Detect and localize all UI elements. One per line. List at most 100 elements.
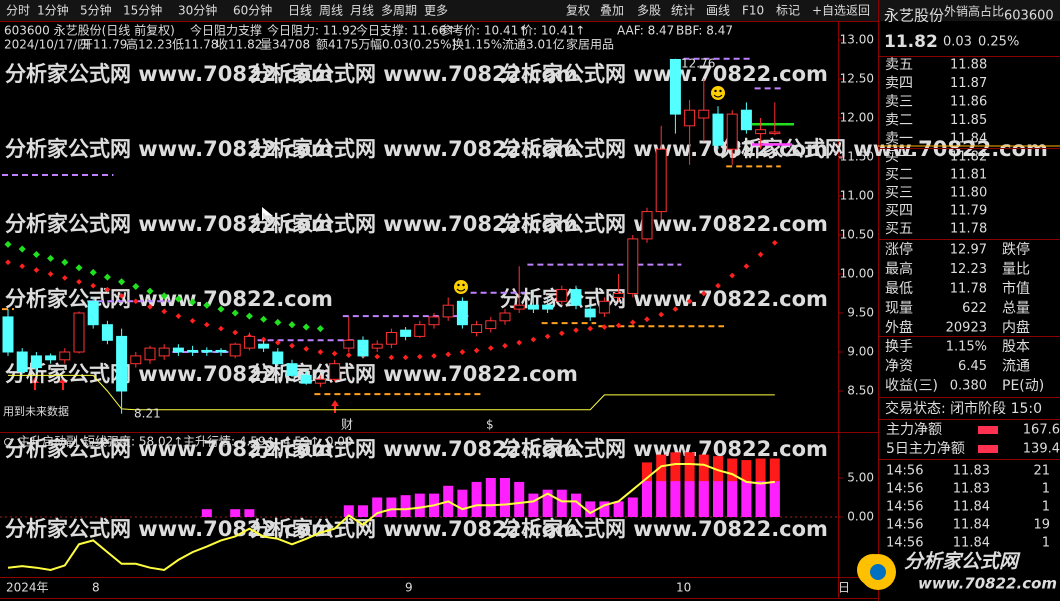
toolbar-item[interactable]: 画线: [706, 4, 730, 18]
red-dot: [558, 330, 565, 337]
toolbar-item[interactable]: 统计: [671, 4, 695, 18]
toolbar-item[interactable]: 月线: [350, 4, 374, 18]
toolbar-item[interactable]: +自选: [812, 4, 846, 18]
red-dot: [743, 263, 750, 270]
toolbar-item[interactable]: 1分钟: [37, 3, 69, 18]
label: 10: [676, 581, 691, 595]
candle-body: [428, 316, 440, 326]
green-dot: [118, 278, 126, 286]
candle-body: [442, 304, 454, 318]
watermark: 分析家公式网 www.70822.com: [250, 212, 578, 236]
y-tick-label: 11.00: [840, 189, 874, 203]
toolbar-item[interactable]: 多周期: [381, 4, 417, 18]
green-dot: [18, 245, 26, 253]
red-dot: [544, 333, 551, 340]
label: $: [486, 418, 494, 432]
candle-body: [726, 113, 738, 150]
toolbar-item[interactable]: 复权: [566, 4, 590, 18]
bar: [400, 495, 411, 517]
candle-body: [130, 355, 142, 365]
label: 主升行情: 4.59↑: [183, 435, 276, 449]
toolbar-item[interactable]: 30分钟: [178, 3, 217, 18]
bar: [698, 481, 709, 517]
label: 买一: [885, 149, 913, 165]
red-dot: [530, 336, 537, 343]
label: 股本: [1002, 339, 1030, 355]
label: 最低: [885, 281, 913, 297]
label: 2024/10/17/四: [4, 38, 89, 52]
label: 622: [962, 301, 987, 316]
red-dot: [374, 353, 381, 360]
label: 内盘: [1002, 319, 1030, 336]
label: 0.03: [943, 35, 972, 50]
candle-body: [527, 304, 539, 310]
toolbar-item[interactable]: 叠加: [600, 4, 624, 18]
toolbar-item[interactable]: 返回: [846, 4, 870, 18]
label: 开11.79: [81, 38, 127, 52]
label: 短线强度: 58.02↑: [83, 434, 183, 449]
toolbar-item[interactable]: 15分钟: [123, 3, 162, 18]
red-dot: [76, 278, 82, 285]
label: 量比: [1002, 262, 1030, 278]
y-tick-label: 9.50: [847, 306, 874, 320]
label: 139.4: [1023, 442, 1060, 457]
toolbar-item[interactable]: 多股: [637, 4, 661, 18]
label: 19: [1033, 518, 1050, 533]
bar: [471, 481, 482, 517]
toolbar-item[interactable]: 标记: [776, 4, 800, 18]
toolbar-item[interactable]: 周线: [319, 4, 343, 18]
candle-body: [669, 59, 681, 115]
red-dot: [218, 325, 224, 332]
label: 外盘: [885, 319, 913, 336]
toolbar-item[interactable]: 分时: [6, 4, 30, 18]
green-dot: [61, 258, 69, 266]
label: 167.6: [1023, 423, 1060, 438]
bar: [528, 493, 539, 517]
label: 幅0.03(0.25%): [370, 37, 456, 52]
red-dot: [132, 298, 139, 305]
candle-body: [30, 355, 42, 369]
watermark: 分析家公式网 www.70822.com: [250, 137, 578, 161]
red-dot: [672, 306, 679, 312]
red-dot: [431, 353, 437, 359]
candle-body: [144, 347, 156, 361]
y-tick-label: 10.00: [840, 267, 874, 281]
bar: [741, 481, 752, 517]
red-dot: [331, 350, 338, 357]
label: 20923: [946, 321, 987, 336]
label: 交易状态: 闭市阶段 15:0: [885, 400, 1042, 417]
candle-body: [598, 300, 610, 314]
label: 0.25%: [978, 35, 1019, 50]
watermark: 分析家公式网 www.70822.com: [500, 62, 828, 86]
red-dot: [388, 354, 395, 361]
toolbar-item[interactable]: 日线: [288, 4, 312, 18]
label: 11.88: [950, 58, 987, 73]
watermark: 分析家公式网 www.70822.com: [250, 362, 578, 386]
green-dot: [260, 315, 268, 323]
candle-body: [73, 312, 85, 353]
toolbar-item[interactable]: F10: [742, 4, 764, 18]
red-dot: [729, 272, 736, 279]
label: 买五: [885, 221, 913, 237]
label: 最高: [885, 261, 913, 278]
label: 11.78: [950, 282, 987, 297]
mouse-cursor: [262, 207, 273, 223]
label: 11.84: [950, 132, 987, 147]
label: 14:56: [886, 518, 923, 533]
toolbar-item[interactable]: 更多: [424, 4, 448, 18]
red-dot: [260, 336, 267, 343]
candle-body: [513, 304, 525, 310]
toolbar-item[interactable]: 5分钟: [80, 3, 112, 18]
red-dot: [61, 275, 68, 281]
red-dot: [161, 308, 168, 315]
red-dot: [516, 339, 523, 346]
watermark: 分析家公式网 www.70822.com: [5, 287, 333, 311]
watermark: 分析家公式网 www.70822.com: [500, 212, 828, 236]
label: 11.84: [953, 518, 990, 533]
label: 11.79: [950, 204, 987, 219]
toolbar-item[interactable]: 60分钟: [233, 3, 272, 18]
bar: [571, 493, 581, 517]
bar: [713, 481, 723, 517]
y-tick-label: 9.00: [847, 345, 874, 359]
